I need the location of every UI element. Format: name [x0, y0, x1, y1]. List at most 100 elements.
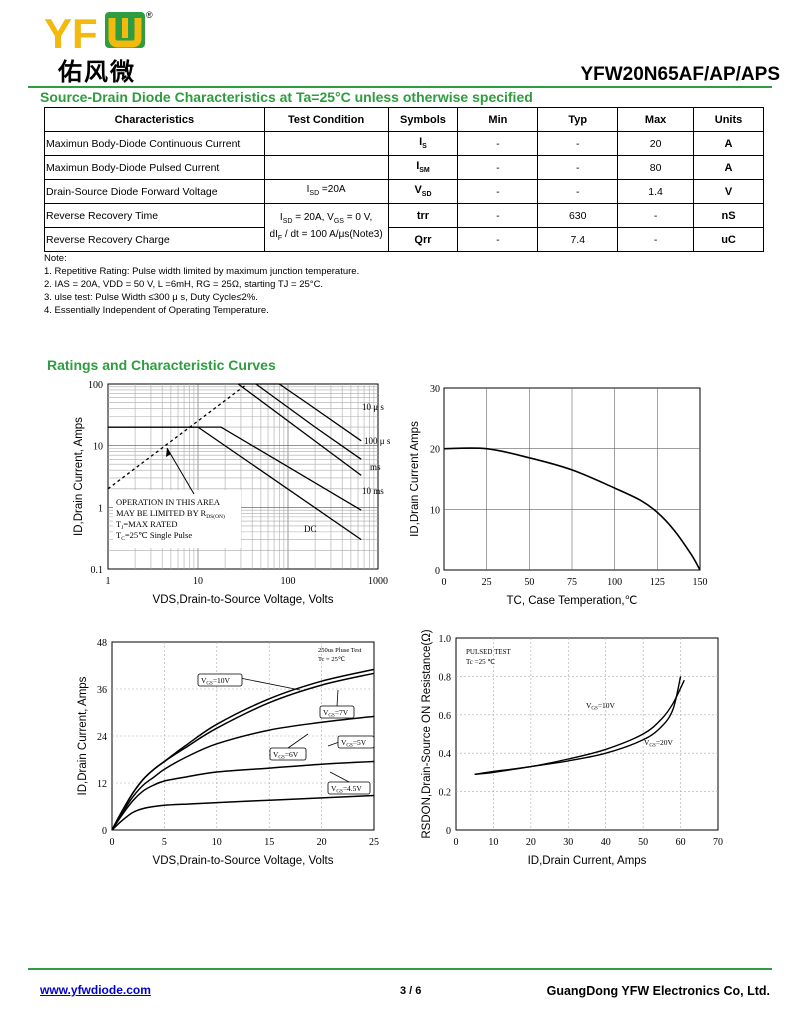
min-cell: - [457, 179, 539, 204]
notes-block: Note: 1. Repetitive Rating: Pulse width … [44, 252, 359, 317]
y-tick-label: 20 [430, 445, 440, 456]
y-axis-label: ID,Drain Current, Amps [77, 676, 89, 795]
series-label-subscript: GS [346, 744, 353, 749]
annotation-arrow [166, 447, 195, 495]
series-label-subscript: GS [336, 790, 343, 795]
y-axis-label: ID,Drain Current Amps [410, 421, 421, 537]
max-cell: - [617, 227, 695, 252]
x-tick-label: 50 [638, 837, 648, 848]
output-curve [111, 794, 375, 831]
condition-cell [263, 131, 389, 156]
y-axis-label: ID,Drain Current, Amps [73, 417, 85, 536]
yfw-logo: YF [44, 10, 145, 57]
unit-cell: nS [693, 203, 764, 228]
table-row: Maximun Body-Diode Continuous Current IS… [44, 131, 764, 156]
series-label: VGS=10V [586, 701, 616, 712]
characteristic-cell: Reverse Recovery Time [44, 203, 265, 228]
chart-annotation: Tc =25 ℃ [466, 658, 495, 666]
part-number: YFW20N65AF/AP/APS [580, 64, 780, 85]
annotation-text: MAY BE LIMITED BY RDS(ON) [116, 508, 225, 520]
annotation-subscript: C [121, 536, 125, 542]
table-header: Units [693, 107, 764, 132]
callout-box [197, 673, 243, 687]
min-cell: - [457, 203, 539, 228]
y-tick-label: 1 [98, 503, 103, 514]
min-cell: - [457, 131, 539, 156]
note-item: 2. IAS = 20A, VDD = 50 V, L =6mH, RG = 2… [44, 279, 324, 290]
characteristic-cell: Maximun Body-Diode Continuous Current [44, 131, 265, 156]
max-cell: 20 [617, 131, 695, 156]
x-tick-label: 125 [650, 577, 665, 588]
x-tick-label: 0 [454, 837, 459, 848]
symbol-cell: Qrr [387, 227, 459, 252]
y-tick-label: 0.1 [91, 565, 104, 576]
x-tick-label: 20 [526, 837, 536, 848]
chart-annotation: PULSED TEST [466, 648, 512, 656]
series-label-subscript: GS [591, 707, 598, 712]
x-tick-label: 75 [567, 577, 577, 588]
callout-pointer [336, 689, 339, 707]
x-tick-label: 20 [317, 837, 327, 848]
annotation-subscript: DS(ON) [206, 513, 225, 520]
y-tick-label: 12 [97, 779, 107, 790]
condition-cell [263, 155, 389, 180]
y-tick-label: 0 [102, 826, 107, 837]
x-tick-label: 60 [676, 837, 686, 848]
x-tick-label: 40 [601, 837, 611, 848]
soa-series-line [108, 426, 362, 541]
annotation-text: =25℃ Single Pulse [125, 530, 192, 540]
resistance-curve [474, 676, 682, 776]
table-header: Typ [537, 107, 619, 132]
series-label-value: =4.5V [343, 784, 363, 793]
typ-cell: - [537, 155, 619, 180]
series-label-subscript: GS [278, 756, 285, 761]
y-tick-label: 0 [435, 566, 440, 577]
y-tick-label: 100 [88, 380, 103, 391]
y-tick-label: 0 [446, 826, 451, 837]
y-axis-label: RSDON,Drain-Source ON Resistance(Ω) [421, 629, 433, 838]
table-header: Symbols [387, 107, 459, 132]
company-name: GuangDong YFW Electronics Co, Ltd. [546, 984, 770, 998]
table-row: Reverse Recovery Time ISD = 20A, VGS = 0… [44, 203, 764, 252]
website-link[interactable]: www.yfwdiode.com [40, 983, 151, 997]
characteristic-cell: Drain-Source Diode Forward Voltage [44, 179, 265, 204]
chart-annotation: Tc = 25℃ [318, 656, 346, 663]
curve-label: ms [370, 462, 381, 472]
derating-curve [443, 447, 701, 571]
y-tick-label: 0.4 [439, 749, 452, 760]
output-characteristics-chart: 0 5 10 15 20 25 0 12 24 36 48 VGS=10V VGS=7V VGS=6V VG… [77, 638, 379, 867]
callout-box [337, 735, 375, 749]
typ-cell: - [537, 131, 619, 156]
resistance-curve [474, 679, 685, 776]
unit-cell: A [693, 155, 764, 180]
x-axis-label: VDS,Drain-to-Source Voltage, Volts [153, 855, 334, 867]
series-label: VGS=10V [201, 676, 231, 687]
characteristic-cell: Maximun Body-Diode Pulsed Current [44, 155, 265, 180]
y-tick-label: 36 [97, 685, 107, 696]
y-tick-label: 10 [430, 505, 440, 516]
note-item: 1. Repetitive Rating: Pulse width limite… [44, 266, 360, 277]
soa-series-line [238, 383, 362, 442]
diode-characteristics-table: Characteristics Test Condition Symbols M… [44, 107, 764, 252]
series-label: VGS=5V [341, 738, 367, 749]
typ-cell: - [537, 179, 619, 204]
symbol-cell: trr [387, 203, 459, 228]
svg-text:YF: YF [44, 10, 98, 57]
curve-label: 10 μ s [362, 402, 384, 412]
x-tick-label: 30 [563, 837, 573, 848]
x-axis-label: TC, Case Temperation,℃ [507, 595, 638, 607]
x-axis-label: ID,Drain Current, Amps [528, 855, 647, 867]
min-cell: - [457, 155, 539, 180]
registered-mark: ® [146, 10, 153, 20]
unit-cell: uC [693, 227, 764, 252]
series-label-value: =10V [213, 676, 231, 685]
y-tick-label: 48 [97, 638, 107, 649]
dc-label: DC [304, 524, 317, 534]
x-tick-label: 150 [693, 577, 708, 588]
table-header-row: Characteristics Test Condition Symbols M… [44, 107, 764, 132]
table-header: Min [457, 107, 539, 132]
x-tick-label: 100 [281, 576, 296, 587]
x-tick-label: 25 [482, 577, 492, 588]
header-divider [28, 86, 772, 88]
annotation-subscript: J [121, 525, 124, 531]
